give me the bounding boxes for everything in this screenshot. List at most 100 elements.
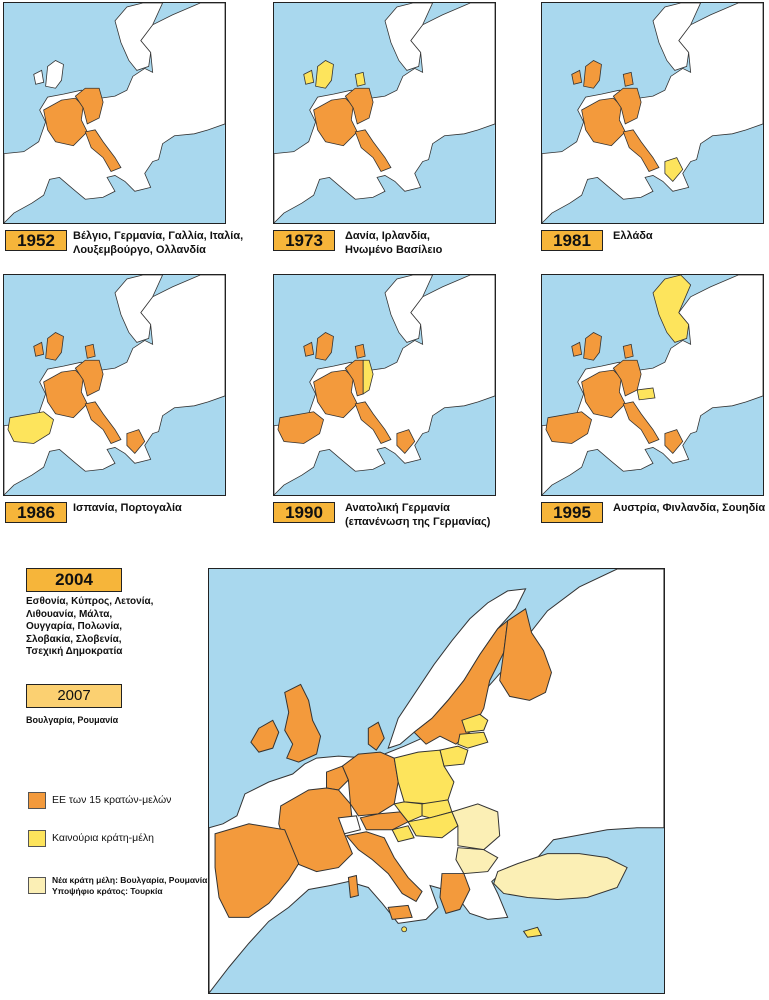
europe-map-1986-svg [4, 275, 225, 495]
member-spain-portugal [7, 411, 55, 444]
member-united-kingdom [45, 332, 64, 361]
year-1986-badge: 1986 [5, 502, 67, 523]
europe-land [274, 3, 495, 223]
legend-swatch-new-members [28, 830, 46, 847]
caption-1995: Αυστρία, Φινλανδία, Σουηδία [613, 501, 765, 515]
member-denmark [354, 343, 366, 359]
caption-2004-line-2: Λιθουανία, Μάλτα, [26, 608, 113, 620]
legend-label-eu15: ΕΕ των 15 κρατών-μελών [52, 794, 172, 806]
caption-2004-line-1: Εσθονία, Κύπρος, Λετονία, [26, 596, 154, 607]
legend-swatch-eu15 [28, 792, 46, 809]
member-italy [345, 831, 423, 903]
member-denmark [354, 71, 366, 87]
caption-1981: Ελλάδα [613, 229, 653, 243]
member-ireland [250, 719, 280, 753]
caption-2004-line-3: Ουγγαρία, Πολωνία, [26, 621, 123, 632]
scandinavia-shape [652, 3, 701, 71]
year-1981-badge: 1981 [541, 230, 603, 251]
europe-land [4, 275, 225, 495]
caption-2007-line-1: Βουλγαρία, Ρουμανία [26, 715, 119, 725]
europe-land [542, 275, 763, 495]
member-france [581, 369, 626, 419]
member-france [43, 369, 88, 419]
member-france [313, 97, 358, 147]
member-estonia [461, 713, 489, 733]
member-denmark [84, 343, 96, 359]
member-ireland [571, 341, 583, 357]
europe-land [4, 3, 225, 223]
member-greece [396, 429, 416, 454]
member-germany [344, 87, 374, 125]
ireland-shape [33, 69, 45, 85]
member-france [43, 97, 88, 147]
europe-map-1995-svg [542, 275, 763, 495]
member-italy [354, 401, 392, 444]
caption-2007: Βουλγαρία, Ρουμανία [26, 713, 118, 727]
member-austria [636, 387, 656, 401]
member-spain-portugal [214, 823, 300, 918]
caption-1952-line-2: Λουξεμβούργο, Ολλανδία [73, 244, 206, 256]
caption-1986-line-1: Ισπανία, Πορτογαλία [73, 502, 182, 514]
year-1952-badge: 1952 [5, 230, 67, 251]
caption-1973-line-1: Δανία, Ιρλανδία, [345, 230, 430, 242]
legend-label-newest: Νέα κράτη μέλη: Βουλγαρία, Ρουμανία Υποψ… [52, 875, 207, 897]
member-united-kingdom [583, 332, 602, 361]
scandinavia-shape [114, 3, 163, 71]
caption-2004: Εσθονία, Κύπρος, Λετονία, Λιθουανία, Μάλ… [26, 596, 153, 659]
caption-1986: Ισπανία, Πορτογαλία [73, 501, 182, 515]
caption-1981-line-1: Ελλάδα [613, 230, 653, 242]
member-germany [612, 359, 642, 397]
member-sardinia [347, 874, 359, 899]
member-lithuania [439, 745, 469, 767]
member-ireland [571, 69, 583, 85]
member-finland [499, 608, 552, 701]
member-italy [622, 401, 660, 444]
caption-1990-line-1: Ανατολική Γερμανία [345, 502, 450, 514]
member-united-kingdom [315, 60, 334, 89]
member-romania [451, 803, 501, 851]
member-greece [664, 429, 684, 454]
member-united-kingdom [284, 683, 322, 763]
legend-label-new-members: Καινούρια κράτη-μέλη [52, 832, 155, 844]
caption-2004-line-4: Σλοβακία, Σλοβενία, [26, 633, 122, 645]
map-1995 [541, 274, 764, 496]
scandinavia-shape [384, 275, 433, 343]
map-1986 [3, 274, 226, 496]
europe-land [274, 275, 495, 495]
member-malta [401, 926, 408, 933]
member-france [581, 97, 626, 147]
caption-1952-line-1: Βέλγιο, Γερμανία, Γαλλία, Ιταλία, [73, 230, 244, 242]
member-ireland [303, 69, 315, 85]
member-germany [74, 359, 104, 397]
member-united-kingdom [583, 60, 602, 89]
europe-map-1981-svg [542, 3, 763, 223]
member-spain-portugal [545, 411, 593, 444]
scandinavia-shape [114, 275, 163, 343]
member-germany [612, 87, 642, 125]
europe-map-2007-svg [209, 569, 664, 993]
member-france [313, 369, 358, 419]
member-poland [393, 749, 455, 805]
member-greece [126, 429, 146, 454]
member-italy [622, 129, 660, 172]
legend-swatch-newest [28, 877, 46, 894]
member-denmark [622, 71, 634, 87]
caption-1990: Ανατολική Γερμανία (επανένωση της Γερμαν… [345, 501, 490, 529]
member-greece [664, 157, 684, 182]
scandinavia-shape [384, 3, 433, 71]
year-2007-badge: 2007 [26, 684, 122, 708]
member-ireland [303, 341, 315, 357]
year-1990-badge: 1990 [273, 502, 335, 523]
europe-map-1990-svg [274, 275, 495, 495]
member-germany [74, 87, 104, 125]
map-1981 [541, 2, 764, 224]
year-1973-badge: 1973 [273, 230, 335, 251]
europe-map-1973-svg [274, 3, 495, 223]
year-2004-badge: 2004 [26, 568, 122, 592]
map-1973 [273, 2, 496, 224]
member-italy [84, 401, 122, 444]
caption-1973-line-2: Ηνωμένο Βασίλειο [345, 244, 443, 256]
caption-1973: Δανία, Ιρλανδία, Ηνωμένο Βασίλειο [345, 229, 442, 257]
member-slovenia [391, 825, 415, 843]
member-cyprus [522, 926, 543, 938]
